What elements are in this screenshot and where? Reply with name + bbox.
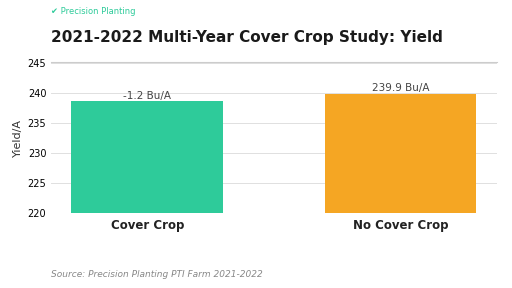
Bar xyxy=(72,101,223,288)
Text: -1.2 Bu/A: -1.2 Bu/A xyxy=(123,90,172,101)
Text: ✔ Precision Planting: ✔ Precision Planting xyxy=(51,7,136,16)
Text: 2021-2022 Multi-Year Cover Crop Study: Yield: 2021-2022 Multi-Year Cover Crop Study: Y… xyxy=(51,30,443,45)
Text: 239.9 Bu/A: 239.9 Bu/A xyxy=(372,83,429,93)
Text: Source: Precision Planting PTI Farm 2021-2022: Source: Precision Planting PTI Farm 2021… xyxy=(51,270,263,279)
Bar xyxy=(325,94,476,288)
Y-axis label: Yield/A: Yield/A xyxy=(13,119,24,157)
